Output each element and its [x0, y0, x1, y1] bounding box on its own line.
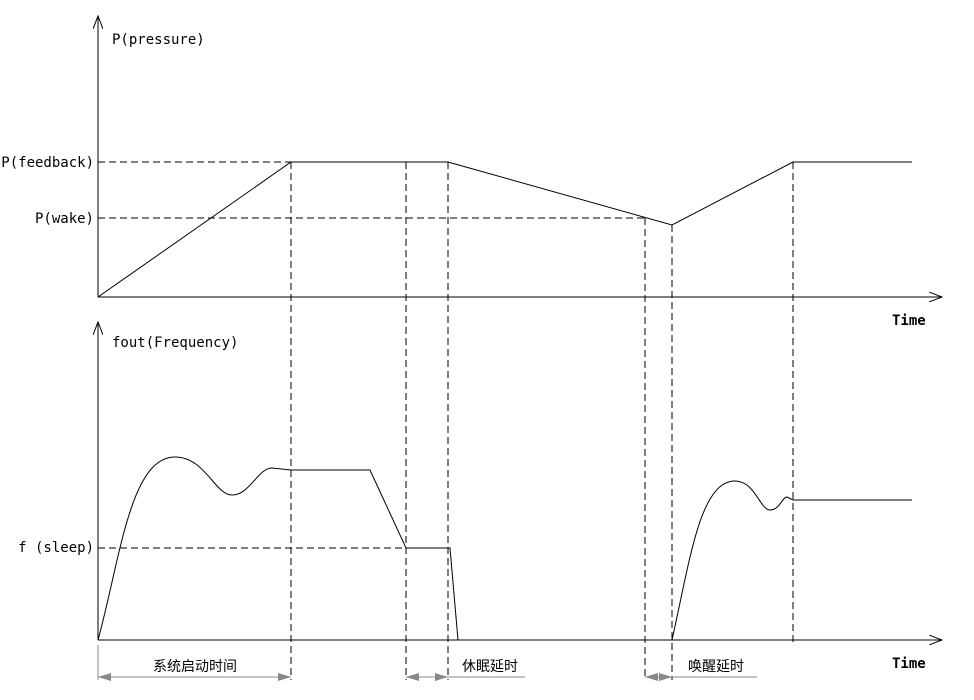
interval-label: 休眠延时: [462, 659, 518, 675]
level-label: P(feedback): [1, 155, 94, 171]
axis-label: Time: [892, 656, 926, 672]
pressure-curve: [97, 161, 912, 298]
interval-label: 系统启动时间: [153, 659, 237, 675]
frequency-curve: [97, 456, 459, 641]
axis-label: fout(Frequency): [112, 335, 238, 351]
axis-label: P(pressure): [112, 32, 205, 48]
interval-brackets: [97, 645, 757, 681]
level-label: f (sleep): [18, 540, 94, 556]
interval-label: 唤醒延时: [688, 658, 744, 675]
level-label: P(wake): [35, 211, 94, 227]
time-markers: [290, 162, 794, 680]
axis-label: Time: [892, 313, 926, 329]
frequency-curve: [671, 480, 912, 641]
